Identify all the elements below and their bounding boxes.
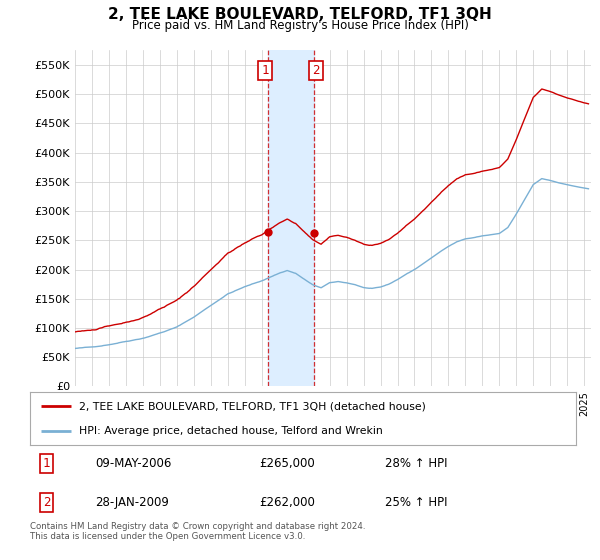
Text: Contains HM Land Registry data © Crown copyright and database right 2024.
This d: Contains HM Land Registry data © Crown c…: [30, 522, 365, 542]
Text: 09-MAY-2006: 09-MAY-2006: [95, 457, 172, 470]
Text: 28% ↑ HPI: 28% ↑ HPI: [385, 457, 448, 470]
Text: 2, TEE LAKE BOULEVARD, TELFORD, TF1 3QH: 2, TEE LAKE BOULEVARD, TELFORD, TF1 3QH: [108, 7, 492, 22]
Text: 2: 2: [312, 64, 320, 77]
Text: 1: 1: [43, 457, 50, 470]
Bar: [268, 50, 314, 386]
Text: 1: 1: [261, 64, 269, 77]
Text: 25% ↑ HPI: 25% ↑ HPI: [385, 496, 448, 509]
Text: HPI: Average price, detached house, Telford and Wrekin: HPI: Average price, detached house, Telf…: [79, 426, 383, 436]
Text: 2: 2: [43, 496, 50, 509]
Text: £265,000: £265,000: [259, 457, 315, 470]
Text: £262,000: £262,000: [259, 496, 315, 509]
Text: 2, TEE LAKE BOULEVARD, TELFORD, TF1 3QH (detached house): 2, TEE LAKE BOULEVARD, TELFORD, TF1 3QH …: [79, 402, 426, 412]
Text: 28-JAN-2009: 28-JAN-2009: [95, 496, 169, 509]
Text: Price paid vs. HM Land Registry's House Price Index (HPI): Price paid vs. HM Land Registry's House …: [131, 19, 469, 32]
